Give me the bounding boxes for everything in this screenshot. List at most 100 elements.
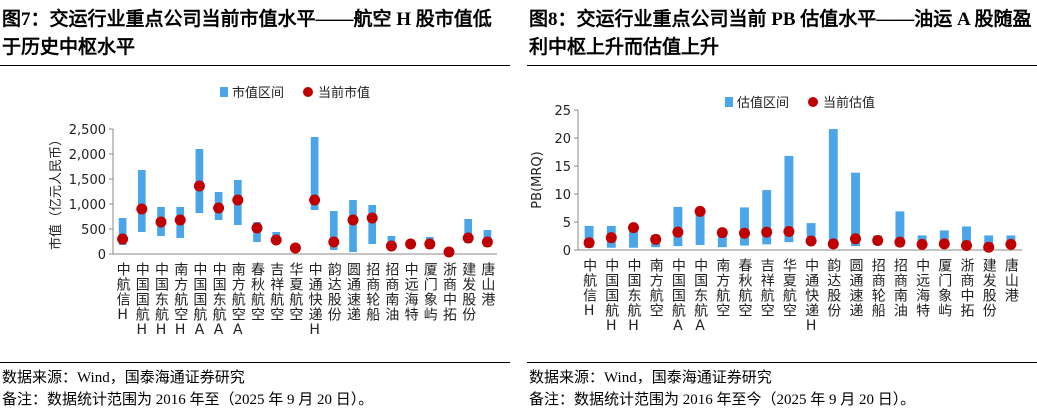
x-tick-label: 吉祥航空	[268, 262, 284, 322]
legend-swatch	[725, 97, 733, 107]
x-tick-label: 春秋航空	[249, 262, 265, 322]
x-tick-label: 中国东航H	[153, 262, 169, 339]
y-tick-label: 10	[554, 188, 571, 203]
range-bar	[717, 231, 727, 248]
current-dot	[938, 238, 950, 250]
current-dot	[983, 241, 995, 253]
x-tick-label: 圆通速递	[848, 258, 864, 318]
current-dot	[694, 205, 706, 217]
current-dot	[193, 180, 205, 192]
current-dot	[872, 234, 884, 246]
range-bar	[762, 190, 772, 245]
rule	[527, 362, 1037, 363]
x-tick-label: 中远海特	[914, 258, 930, 318]
current-dot	[155, 216, 167, 228]
x-tick-label: 招商轮船	[364, 262, 380, 322]
x-tick-label: 中远海特	[403, 262, 419, 322]
x-tick-label: 浙商中拓	[441, 262, 457, 322]
x-tick-label: 南方航空H	[172, 262, 188, 339]
range-bar	[137, 170, 146, 232]
x-tick-label: 南方航空	[714, 258, 730, 318]
x-tick-label: 中通快递H	[803, 258, 819, 335]
rule	[527, 65, 1037, 66]
y-axis-title: PB(MRQ)	[530, 151, 545, 208]
x-tick-label: 建发股份	[460, 262, 476, 322]
x-tick-label: 圆通速递	[345, 262, 361, 322]
current-dot	[783, 226, 795, 238]
x-tick-label: 中国东航H	[626, 258, 642, 335]
y-tick-label: 500	[81, 223, 106, 238]
range-bar	[368, 205, 377, 244]
range-bar	[851, 172, 860, 247]
x-tick-label: 中国东航A	[211, 262, 227, 339]
current-dot	[366, 212, 378, 224]
y-axis-title: 市值（亿元人民币）	[48, 133, 64, 250]
range-bar	[895, 211, 905, 247]
y-tick-label: 1,500	[69, 173, 106, 188]
y-tick-label: 0	[563, 244, 571, 259]
current-dot	[270, 234, 282, 246]
legend-swatch	[808, 97, 818, 107]
panel: 图8：交运行业重点公司当前 PB 估值水平——油运 A 股随盈利中枢上升而估值上…	[527, 0, 1037, 412]
source: 数据来源：Wind，国泰海通证券研究	[2, 370, 245, 386]
range-bar	[673, 206, 683, 247]
x-tick-label: 南方航空A	[230, 262, 246, 339]
x-tick-label: 韵达股份	[825, 258, 841, 318]
current-dot	[232, 194, 244, 206]
x-tick-label: 唐山港	[1003, 257, 1019, 303]
current-dot	[827, 238, 839, 250]
note: 备注：数据统计范围为 2016 年至（2025 年 9 月 20 日）。	[2, 392, 374, 408]
chart-title: 图7：交运行业重点公司当前市值水平——航空 H 股市值低于历史中枢水平	[2, 9, 492, 58]
x-tick-label: 中国国航H	[134, 262, 150, 339]
x-tick-label: 建发股份	[981, 258, 997, 318]
x-tick-label: 中航信H	[581, 258, 597, 320]
range-bar	[828, 129, 838, 249]
legend-swatch	[303, 87, 313, 97]
range-bar	[629, 224, 638, 248]
y-tick-label: 15	[554, 160, 571, 175]
current-dot	[716, 227, 728, 239]
current-dot	[761, 226, 773, 238]
x-tick-label: 吉祥航空	[759, 258, 775, 318]
range-bar	[349, 200, 357, 252]
current-dot	[309, 194, 321, 206]
y-tick-label: 0	[98, 248, 106, 263]
x-tick-label: 中国国航H	[603, 258, 619, 335]
panel: 图7：交运行业重点公司当前市值水平——航空 H 股市值低于历史中枢水平 0 500…	[0, 0, 510, 412]
x-tick-label: 招商南油	[892, 258, 908, 318]
x-tick-label: 厦门象屿	[936, 258, 952, 318]
current-dot	[672, 226, 684, 238]
x-tick-label: 浙商中拓	[959, 258, 975, 318]
range-bar	[310, 137, 319, 210]
range-bar	[784, 155, 794, 243]
current-dot	[347, 214, 359, 226]
current-dot	[481, 236, 493, 248]
current-dot	[1005, 238, 1017, 250]
x-tick-label: 中国东航A	[692, 258, 708, 335]
current-dot	[583, 237, 595, 249]
legend-label: 当前估值	[823, 95, 875, 111]
current-dot	[443, 246, 455, 258]
current-dot	[916, 238, 928, 250]
x-tick-label: 中通快递H	[307, 262, 323, 339]
legend-label: 估值区间	[737, 95, 789, 111]
y-tick-label: 25	[554, 104, 571, 119]
current-dot	[328, 236, 340, 248]
current-dot	[424, 238, 436, 250]
current-dot	[251, 222, 263, 234]
current-dot	[136, 203, 148, 215]
chart-title: 图8：交运行业重点公司当前 PB 估值水平——油运 A 股随盈利中枢上升而估值上…	[529, 9, 1032, 58]
x-tick-label: 中国国航A	[191, 262, 207, 339]
x-tick-label: 韵达股份	[326, 262, 342, 322]
y-tick-label: 1,000	[69, 198, 106, 213]
current-dot	[650, 233, 662, 245]
x-tick-label: 中国国航A	[670, 258, 686, 335]
range-bar	[695, 208, 705, 245]
current-dot	[628, 222, 639, 234]
range-bar	[740, 207, 749, 246]
range-bar	[118, 218, 127, 245]
x-tick-label: 唐山港	[479, 261, 495, 307]
